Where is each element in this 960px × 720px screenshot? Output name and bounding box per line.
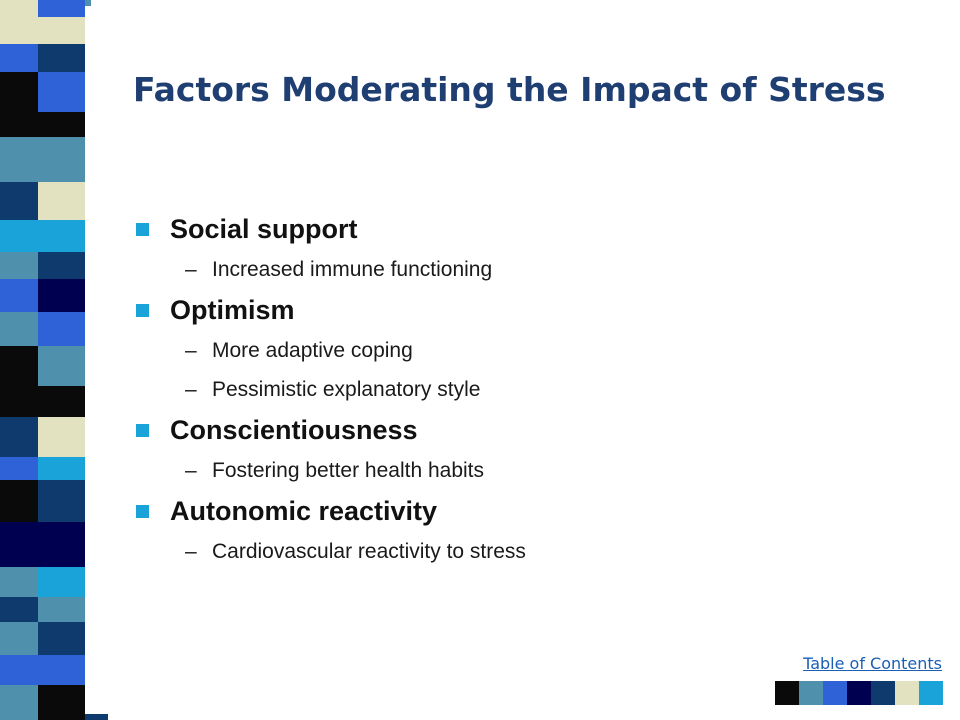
- stripe-block: [38, 417, 85, 457]
- square-bullet-icon: [136, 505, 149, 518]
- stripe-block: [0, 480, 38, 522]
- stripe-block: [38, 522, 85, 567]
- stripe-block: [38, 480, 85, 522]
- dash-marker: –: [185, 459, 197, 482]
- bullet-label: Conscientiousness: [170, 415, 418, 445]
- color-swatch: [919, 681, 943, 705]
- stripe-block: [38, 655, 85, 685]
- color-swatch: [823, 681, 847, 705]
- slide-title: Factors Moderating the Impact of Stress: [133, 70, 886, 109]
- stripe-block: [0, 655, 38, 685]
- color-swatch: [775, 681, 799, 705]
- stripe-block: [0, 252, 38, 279]
- sub-bullet-item: – Fostering better health habits: [133, 451, 893, 490]
- stripe-block: [0, 622, 38, 655]
- stripe-block: [38, 112, 85, 137]
- stripe-block: [0, 417, 38, 457]
- stripe-block: [0, 137, 38, 182]
- stripe-block: [38, 685, 85, 720]
- stripe-block: [38, 220, 85, 252]
- sub-bullet-label: More adaptive coping: [212, 339, 413, 362]
- bullet-item: Conscientiousness: [133, 409, 893, 451]
- bullet-item: Optimism: [133, 289, 893, 331]
- stripe-block: [0, 220, 38, 252]
- bullet-item: Social support: [133, 208, 893, 250]
- color-swatch: [871, 681, 895, 705]
- sub-bullet-label: Fostering better health habits: [212, 459, 484, 482]
- stripe-block: [0, 312, 38, 346]
- stripe-block: [0, 112, 38, 137]
- square-bullet-icon: [136, 424, 149, 437]
- stripe-block: [38, 182, 85, 220]
- stripe-block: [38, 279, 85, 312]
- stripe-block: [0, 567, 38, 597]
- stripe-block: [38, 386, 85, 417]
- dash-marker: –: [185, 258, 197, 281]
- bullet-list: Social support – Increased immune function…: [133, 208, 893, 571]
- color-swatch: [847, 681, 871, 705]
- stripe-block: [38, 0, 85, 17]
- stripe-block: [38, 72, 85, 112]
- dash-marker: –: [185, 339, 197, 362]
- stripe-block: [0, 457, 38, 480]
- stripe-block: [0, 597, 38, 622]
- stripe-block: [38, 137, 85, 182]
- dash-marker: –: [185, 540, 197, 563]
- square-bullet-icon: [136, 223, 149, 236]
- color-swatch: [895, 681, 919, 705]
- sub-bullet-label: Increased immune functioning: [212, 258, 493, 281]
- stripe-block: [0, 522, 38, 567]
- bullet-label: Autonomic reactivity: [170, 496, 438, 526]
- sub-bullet-label: Cardiovascular reactivity to stress: [212, 540, 526, 563]
- stripe-block: [38, 567, 85, 597]
- stripe-block: [38, 17, 85, 44]
- stripe-block: [0, 685, 38, 720]
- stripe-block: [0, 279, 38, 312]
- stripe-block: [0, 182, 38, 220]
- stripe-block: [0, 386, 38, 417]
- stripe-block: [85, 714, 108, 720]
- stripe-block: [38, 622, 85, 655]
- table-of-contents-link[interactable]: Table of Contents: [803, 654, 942, 673]
- stripe-block: [38, 597, 85, 622]
- square-bullet-icon: [136, 304, 149, 317]
- bullet-item: Autonomic reactivity: [133, 490, 893, 532]
- stripe-block: [38, 346, 85, 386]
- stripe-block: [38, 312, 85, 346]
- decorative-stripe: [0, 0, 108, 720]
- dash-marker: –: [185, 378, 197, 401]
- stripe-block: [38, 252, 85, 279]
- stripe-block: [85, 0, 108, 720]
- sub-bullet-item: – Pessimistic explanatory style: [133, 370, 893, 409]
- stripe-block: [0, 72, 38, 112]
- sub-bullet-item: – More adaptive coping: [133, 331, 893, 370]
- bullet-label: Optimism: [170, 295, 295, 325]
- sub-bullet-item: – Cardiovascular reactivity to stress: [133, 532, 893, 571]
- stripe-block: [0, 44, 38, 72]
- color-swatch: [799, 681, 823, 705]
- sub-bullet-item: – Increased immune functioning: [133, 250, 893, 289]
- stripe-block: [38, 44, 85, 72]
- stripe-block: [85, 0, 91, 6]
- stripe-block: [0, 0, 38, 17]
- color-swatch-bar: [775, 681, 943, 705]
- stripe-block: [0, 17, 38, 44]
- stripe-block: [0, 346, 38, 386]
- stripe-block: [38, 457, 85, 480]
- bullet-label: Social support: [170, 214, 358, 244]
- sub-bullet-label: Pessimistic explanatory style: [212, 378, 481, 401]
